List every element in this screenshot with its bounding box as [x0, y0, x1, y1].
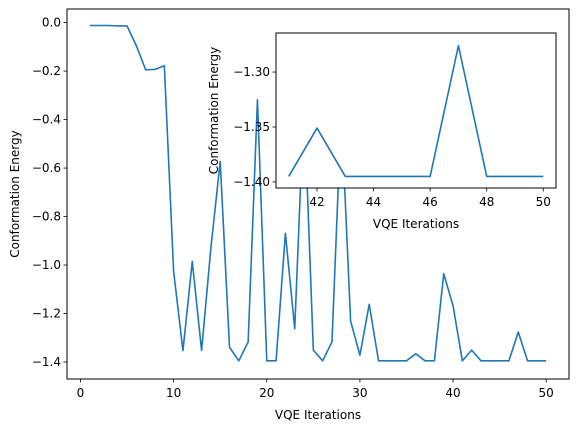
inset-y-axis-label: Conformation Energy [207, 47, 221, 174]
inset-series-0-line [288, 44, 544, 178]
main-y-tick-label: 0.0 [42, 16, 61, 30]
main-y-ticks: −1.4 −1.2 −1.0 −0.8 −0.6 −0.4 −0.2 0.0 [32, 16, 67, 369]
main-series-0-line [89, 24, 547, 362]
main-y-tick-label: −1.4 [32, 355, 61, 369]
main-x-ticks: 0 10 20 30 40 50 [77, 379, 554, 400]
main-axes: 0 10 20 30 40 50 −1.4 −1.2 −1.0 −0.8 −0.6 −0.4 −0.2… [8, 8, 570, 422]
main-x-tick-label: 20 [259, 386, 274, 400]
main-y-tick-label: −0.8 [32, 210, 61, 224]
inset-x-tick-label: 50 [536, 195, 551, 209]
inset-x-ticks: 42 44 46 48 50 [309, 188, 551, 209]
inset-x-tick-label: 42 [309, 195, 324, 209]
inset-x-tick-label: 44 [366, 195, 381, 209]
main-x-axis-label: VQE Iterations [275, 408, 361, 422]
main-y-tick-label: −0.6 [32, 161, 61, 175]
main-x-tick-label: 0 [77, 386, 85, 400]
main-y-tick-label: −1.0 [32, 258, 61, 272]
main-y-axis-label: Conformation Energy [8, 130, 22, 257]
main-x-tick-label: 30 [352, 386, 367, 400]
inset-y-ticks: −1.40 −1.35 −1.30 [233, 65, 276, 189]
main-series-line [89, 24, 547, 362]
main-y-tick-label: −0.4 [32, 113, 61, 127]
main-y-tick-label: −1.2 [32, 307, 61, 321]
inset-x-axis-label: VQE Iterations [373, 217, 459, 231]
main-plot-frame [66, 8, 570, 380]
inset-series-line [288, 44, 544, 178]
inset-plot-frame [275, 32, 557, 189]
main-y-tick-label: −0.2 [32, 64, 61, 78]
inset-y-tick-label: −1.40 [233, 175, 270, 189]
inset-y-tick-label: −1.30 [233, 65, 270, 79]
inset-background [276, 33, 556, 188]
main-x-tick-label: 10 [166, 386, 181, 400]
inset-axes: 42 44 46 48 50 −1.40 −1.35 −1.30 VQE Iteration… [207, 32, 557, 231]
main-x-tick-label: 50 [539, 386, 554, 400]
inset-y-tick-label: −1.35 [233, 120, 270, 134]
main-x-tick-label: 40 [445, 386, 460, 400]
inset-x-tick-label: 48 [479, 195, 494, 209]
inset-x-tick-label: 46 [423, 195, 438, 209]
